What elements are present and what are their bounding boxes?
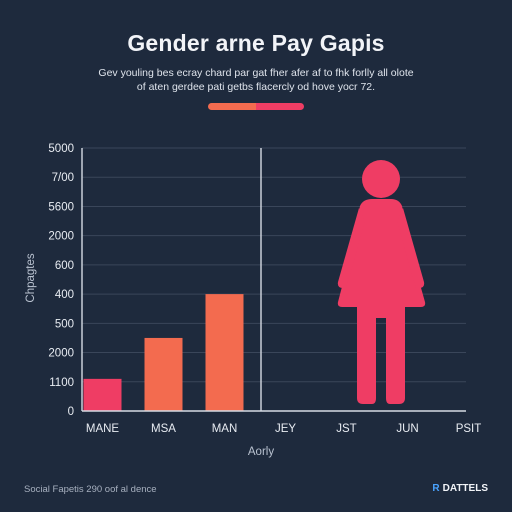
chart-subtitle: Gev youling bes ecray chard par gat fher… xyxy=(40,66,472,94)
x-tick-label: JST xyxy=(336,423,356,435)
source-note: Social Fapetis 290 oof al dence xyxy=(24,484,157,495)
bar-mane xyxy=(83,378,122,411)
x-axis xyxy=(81,148,466,412)
accent-bar xyxy=(208,103,304,110)
accent-segment-pink xyxy=(256,103,304,110)
brand-name: DATTELS xyxy=(442,483,488,494)
bar-msa xyxy=(144,337,183,411)
y-axis-label: Chpagtes xyxy=(25,253,37,302)
chart-bars xyxy=(83,294,244,411)
chart-title: Gender arne Pay Gapis xyxy=(127,30,385,56)
y-axis-ticks: 5000 7/00 5600 2000 600 400 500 2000 1100 0 xyxy=(48,143,74,418)
x-tick-label: JUN xyxy=(396,423,418,435)
y-tick-label: 2000 xyxy=(48,348,74,360)
y-tick-label: 400 xyxy=(55,289,74,301)
x-tick-label: JEY xyxy=(275,423,296,435)
subtitle-line-1: Gev youling bes ecray chard par gat fher… xyxy=(98,67,414,79)
y-tick-label: 5600 xyxy=(48,201,74,213)
y-tick-label: 500 xyxy=(55,318,74,330)
y-tick-label: 0 xyxy=(68,406,74,418)
y-tick-label: 600 xyxy=(55,260,74,272)
accent-segment-orange xyxy=(208,103,256,110)
subtitle-line-2: of aten gerdee pati getbs flacercly od h… xyxy=(136,81,376,93)
y-tick-label: 5000 xyxy=(48,143,74,155)
brand-mark-icon: R xyxy=(432,483,440,494)
woman-figure-icon xyxy=(337,160,426,404)
x-tick-label: MANE xyxy=(86,423,120,435)
x-tick-label: MAN xyxy=(212,423,238,435)
y-tick-label: 2000 xyxy=(48,231,74,243)
bar-man xyxy=(205,294,244,411)
x-axis-label: Aorly xyxy=(248,446,274,458)
x-axis-ticks: MANE MSA MAN JEY JST JUN PSIT xyxy=(86,423,481,435)
brand-logo: R DATTELS xyxy=(432,483,488,494)
x-tick-label: PSIT xyxy=(456,423,482,435)
y-tick-label: 7/00 xyxy=(52,172,74,184)
x-tick-label: MSA xyxy=(151,423,176,435)
y-tick-label: 1100 xyxy=(49,377,74,389)
